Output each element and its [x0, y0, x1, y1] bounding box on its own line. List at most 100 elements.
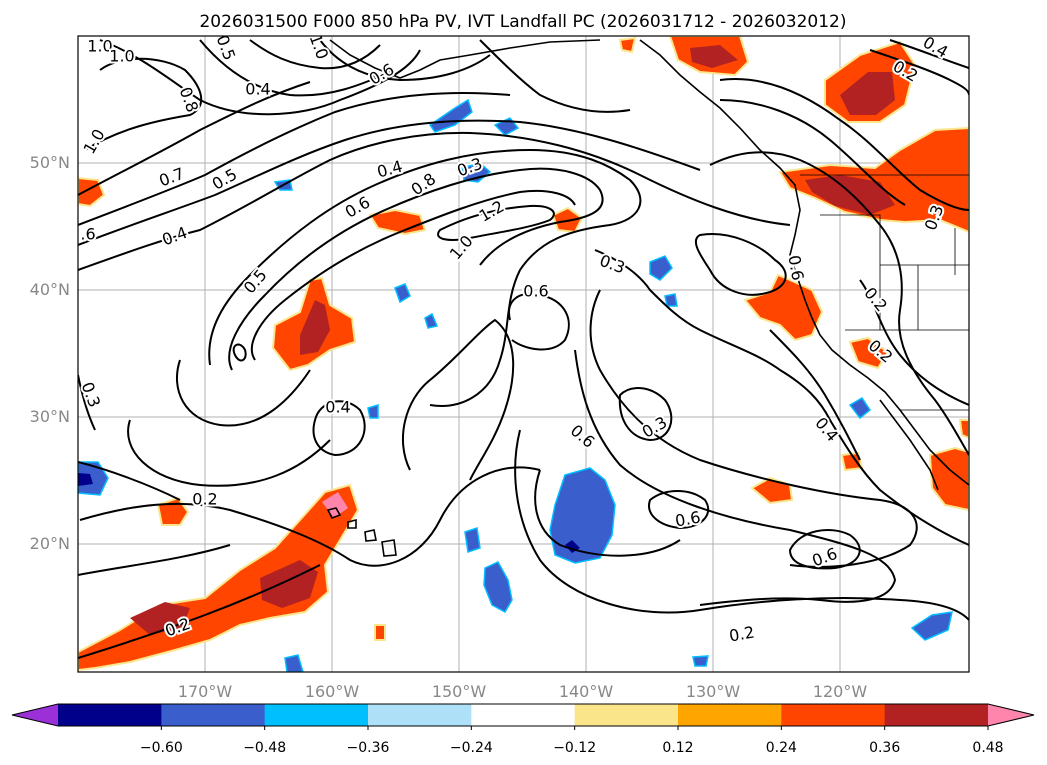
colorbar-extension-high	[988, 704, 1034, 726]
colorbar-segment	[884, 704, 989, 726]
ivt-negative-region	[549, 467, 616, 564]
state-borders	[820, 214, 969, 331]
colorbar-tick-label: 0.48	[972, 740, 1003, 756]
ivt-positive-region	[958, 419, 969, 440]
lat-label-40n: 40°N	[30, 280, 70, 299]
contour-label: .6	[80, 225, 95, 244]
lat-label-50n: 50°N	[30, 153, 70, 172]
pv-contour	[694, 233, 787, 296]
lon-label-120w: 120°W	[813, 682, 868, 701]
pv-contour	[319, 39, 491, 81]
ivt-positive-region	[928, 446, 969, 512]
pv-contour	[78, 374, 96, 431]
colorbar-segment	[781, 704, 886, 726]
colorbar-segment	[678, 704, 782, 726]
pv-contour	[199, 39, 391, 97]
pv-contour	[402, 319, 515, 481]
pv-contour	[228, 167, 604, 371]
pv-contour	[719, 99, 906, 206]
lon-label-130w: 130°W	[686, 682, 741, 701]
pv-contour	[437, 204, 555, 241]
coastlines	[326, 39, 969, 557]
pv-contour	[719, 78, 969, 211]
pv-contour	[208, 149, 642, 407]
pv-contour	[574, 349, 896, 606]
pv-contour	[78, 544, 231, 576]
pv-contour	[534, 469, 681, 557]
ivt-shading	[78, 36, 969, 672]
lat-label-20n: 20°N	[30, 534, 70, 553]
ivt-negative-core	[78, 473, 93, 486]
colorbar-segment	[574, 704, 679, 726]
ivt-negative-region	[848, 396, 872, 420]
pv-contour	[589, 289, 918, 568]
pv-contour	[479, 39, 631, 113]
pv-contour	[889, 39, 969, 69]
ivt-negative-region	[284, 654, 304, 672]
colorbar-tick-label: 0.12	[662, 740, 693, 756]
ivt-negative-region	[394, 283, 411, 304]
contour-label: 1.0	[87, 37, 112, 56]
ivt-positive-region	[374, 624, 386, 641]
pv-contour	[869, 49, 969, 96]
ivt-negative-region	[910, 611, 953, 641]
ivt-negative-region	[649, 255, 673, 281]
hawaii	[326, 507, 397, 557]
colorbar-tick-label: −0.36	[347, 740, 390, 756]
colorbar-segment	[58, 704, 162, 726]
lon-label-140w: 140°W	[559, 682, 614, 701]
lon-label-170w: 170°W	[178, 682, 233, 701]
pv-contour	[78, 461, 181, 501]
pv-contour	[648, 490, 710, 529]
ivt-negative-region	[464, 527, 481, 553]
colorbar-outline	[11, 703, 1035, 727]
colorbar-tick-label: −0.60	[140, 740, 183, 756]
ivt-positive-core	[805, 175, 895, 215]
alaska-coastline	[329, 39, 601, 79]
colorbar-tick-label: 0.36	[869, 740, 900, 756]
pv-contour	[175, 359, 311, 427]
colorbar-segment	[471, 704, 576, 726]
ivt-positive-region	[618, 36, 637, 54]
pv-contour	[78, 92, 511, 226]
pv-contour	[249, 39, 381, 70]
colorbar-segment	[161, 704, 266, 726]
contour-label: 0.4	[325, 398, 350, 417]
north-america-coastline	[639, 39, 969, 486]
plot-area: 1.01.0 0.50.41.00.60.81.00.7 0.50.4.60.40.…	[77, 35, 970, 673]
pv-contours	[78, 39, 969, 659]
pv-contour	[859, 279, 969, 406]
pv-contour	[78, 131, 791, 271]
pv-contour	[127, 419, 331, 487]
plot-frame	[77, 35, 970, 673]
colorbar-ticks: −0.60 −0.48 −0.36 −0.24 −0.12 0.12 0.24 0.36 0.4…	[140, 726, 1004, 756]
ivt-negative-region	[78, 461, 109, 496]
contour-label: 1.0	[109, 47, 134, 66]
pv-contour	[78, 564, 321, 659]
pv-contour	[508, 292, 570, 351]
contour-label: 0.6	[523, 282, 548, 301]
colorbar-tick-label: −0.12	[553, 740, 596, 756]
ivt-positive-core	[300, 300, 330, 355]
pv-contour	[594, 249, 969, 546]
colorbar-segment	[368, 704, 472, 726]
ivt-positive-core	[690, 45, 738, 68]
colorbar: −0.60 −0.48 −0.36 −0.24 −0.12 0.12 0.24 0.36 0.4…	[11, 703, 1035, 756]
map-title: 2026031500 F000 850 hPa PV, IVT Landfall…	[199, 12, 846, 32]
colorbar-segment	[264, 704, 369, 726]
latitude-axis: 50°N 40°N 30°N 20°N	[30, 153, 70, 553]
pv-contour	[78, 119, 701, 246]
ivt-positive-core	[840, 72, 895, 115]
pv-contour	[78, 81, 311, 196]
pv-contour	[789, 529, 861, 570]
pv-contour	[99, 39, 421, 116]
baja-coastline	[879, 399, 939, 491]
pv-contour	[232, 343, 247, 362]
lon-label-150w: 150°W	[432, 682, 487, 701]
lon-label-160w: 160°W	[305, 682, 360, 701]
ivt-negative-region	[428, 98, 473, 133]
lat-label-30n: 30°N	[30, 407, 70, 426]
pv-contour	[514, 429, 969, 621]
pv-contour	[618, 387, 673, 441]
pv-contour	[250, 189, 576, 361]
